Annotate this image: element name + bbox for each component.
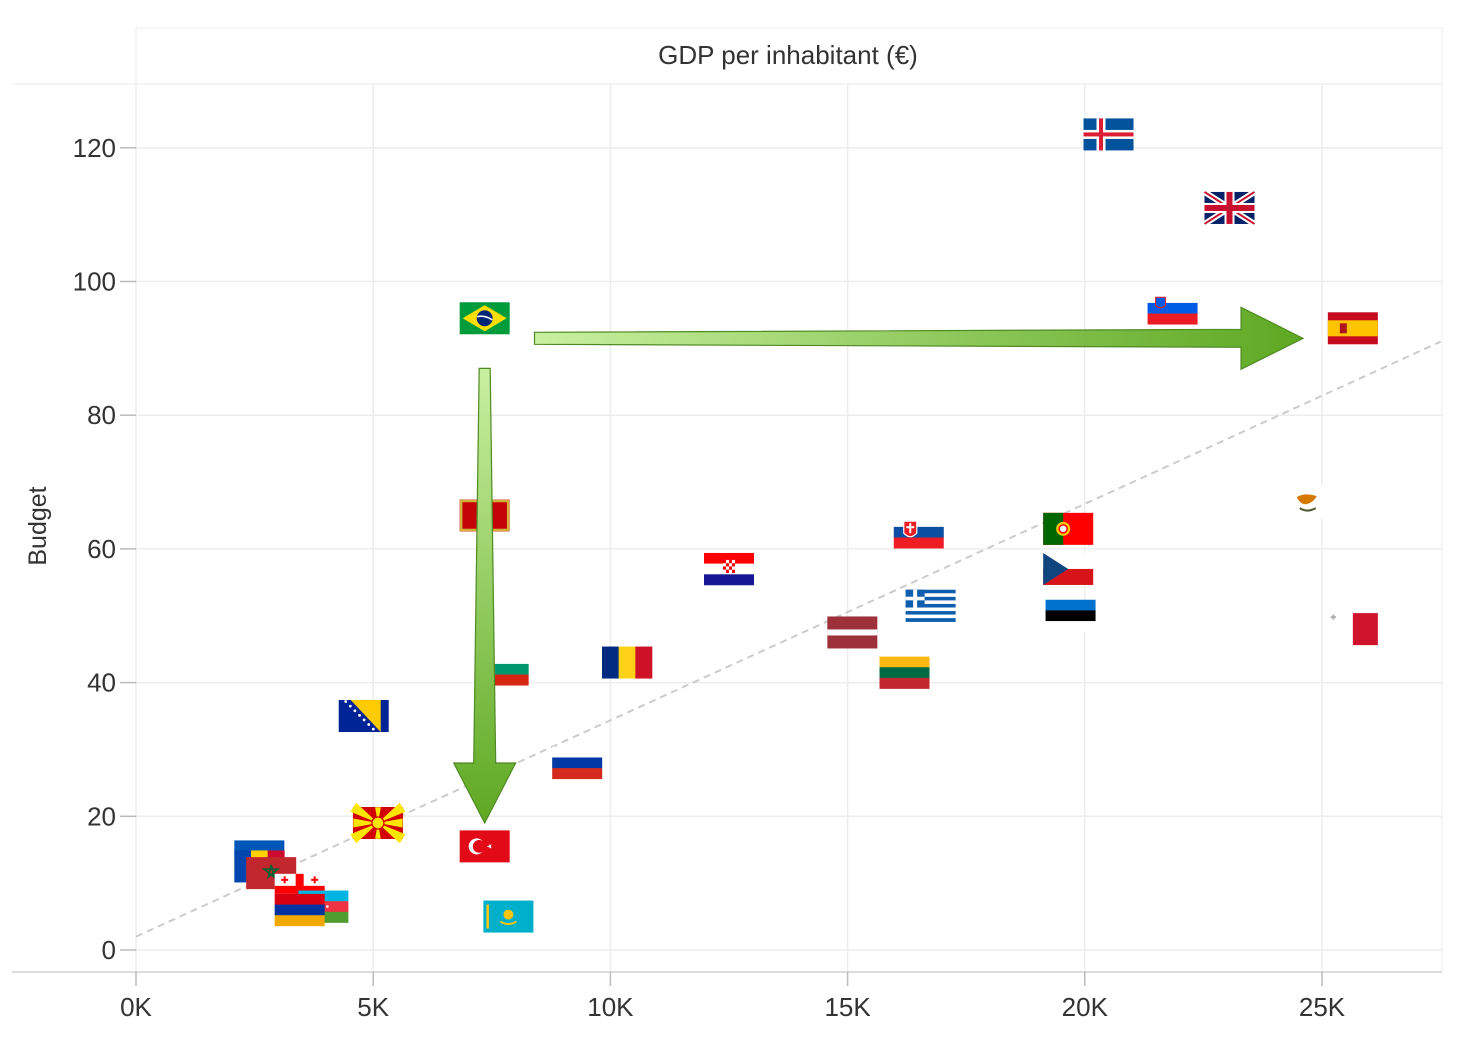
- x-tick-label: 15K: [824, 992, 871, 1022]
- greece-flag: [905, 589, 956, 622]
- y-axis-label: Budget: [24, 486, 52, 565]
- brazil-flag: [459, 302, 510, 335]
- annotation-arrow-vertical: [452, 367, 517, 825]
- bulgaria-flag: [478, 653, 529, 686]
- x-tick-label: 25K: [1299, 992, 1346, 1022]
- trend-line: [135, 340, 1442, 938]
- estonia-flag: [1045, 599, 1096, 633]
- y-tick-label: 0: [102, 935, 116, 965]
- cyprus-flag: [1282, 486, 1333, 519]
- bosnia-flag: [338, 700, 389, 733]
- lithuania-flag: [879, 656, 930, 689]
- y-tick-label: 100: [73, 267, 116, 297]
- x-tick-label: 0K: [120, 992, 152, 1022]
- latvia-flag: [827, 616, 878, 649]
- y-tick-label: 20: [87, 801, 116, 831]
- y-tick-label: 80: [87, 400, 116, 430]
- malta-flag: [1327, 613, 1378, 646]
- portugal-flag: [1043, 512, 1094, 545]
- iceland-flag: [1083, 118, 1134, 151]
- croatia-flag: [704, 552, 754, 586]
- turkey-flag: [459, 830, 510, 863]
- chart-title: GDP per inhabitant (€): [658, 40, 918, 70]
- kazakhstan-flag: [483, 900, 534, 933]
- trend-line-group: [135, 340, 1442, 938]
- axes: GDP per inhabitant (€) Budget: [24, 40, 918, 566]
- slovakia-flag: [893, 516, 944, 549]
- annotation-arrows: [452, 306, 1305, 825]
- x-tick-label: 10K: [587, 992, 634, 1022]
- x-tick-label: 20K: [1062, 992, 1109, 1022]
- annotation-arrow-horizontal: [533, 306, 1305, 371]
- spain-flag: [1327, 312, 1378, 345]
- uk-flag: [1202, 189, 1257, 227]
- y-tick-label: 120: [73, 133, 116, 163]
- x-tick-label: 5K: [357, 992, 389, 1022]
- slovenia-flag: [1147, 292, 1198, 325]
- y-tick-label: 40: [87, 668, 116, 698]
- y-tick-label: 60: [87, 534, 116, 564]
- romania-flag: [602, 646, 653, 679]
- russia-flag: [552, 746, 603, 780]
- armenia-flag: [274, 893, 325, 927]
- north-macedonia-flag: [350, 802, 406, 844]
- czechia-flag: [1043, 552, 1094, 585]
